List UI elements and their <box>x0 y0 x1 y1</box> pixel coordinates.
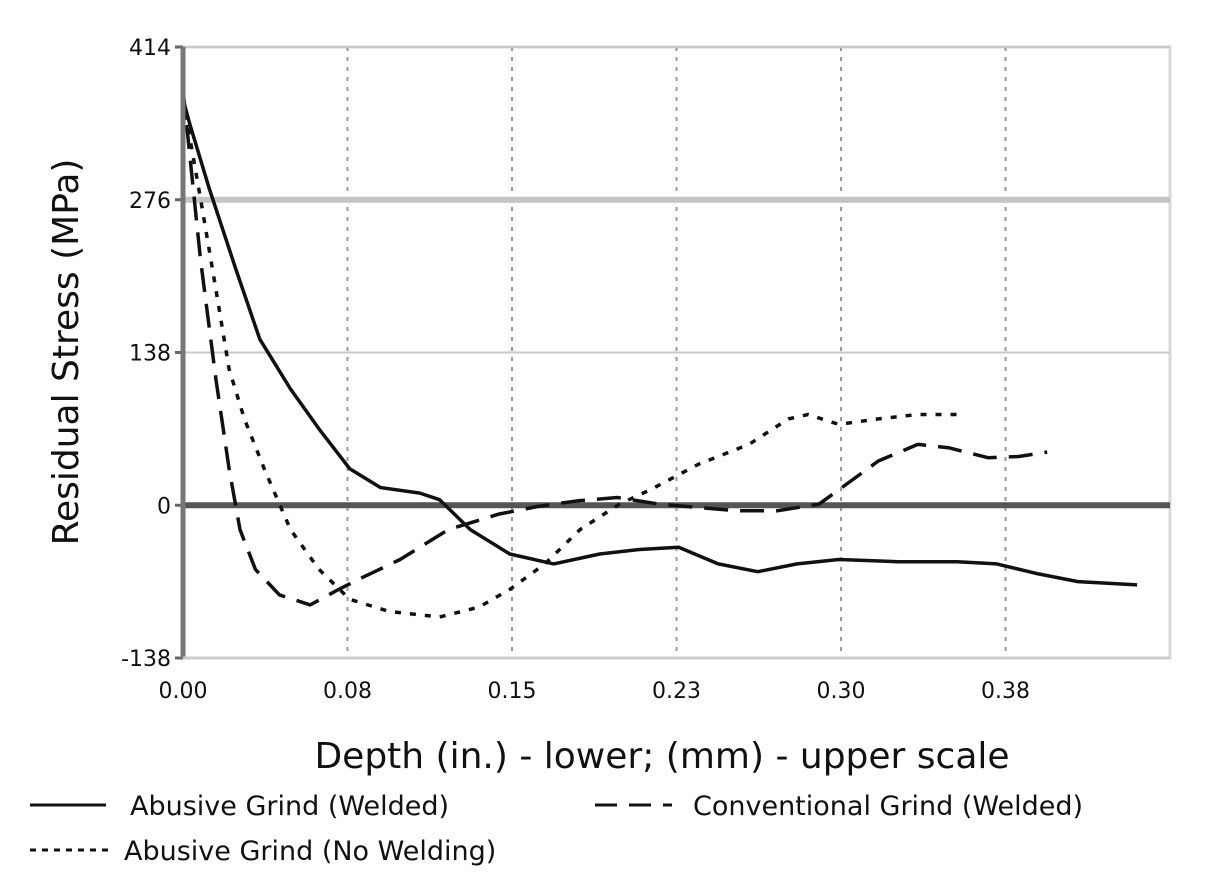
legend-label-2: Abusive Grind (No Welding) <box>124 836 496 867</box>
series-group <box>181 88 1138 619</box>
legend-label-0: Abusive Grind (Welded) <box>130 791 449 822</box>
y-axis-label: Residual Stress (MPa) <box>46 159 87 546</box>
x-tick-label: 0.23 <box>652 679 701 704</box>
x-tick-label: 0.00 <box>159 679 208 704</box>
legend: Abusive Grind (Welded) Conventional Grin… <box>30 791 1083 867</box>
x-tick-label: 0.15 <box>488 679 537 704</box>
y-tick-label: -138 <box>121 647 171 672</box>
x-axis-label: Depth (in.) - lower; (mm) - upper scale <box>314 736 1009 777</box>
y-tick-label: 276 <box>129 189 171 214</box>
x-tick-label: 0.08 <box>323 679 372 704</box>
series-line-2 <box>181 98 958 619</box>
legend-label-1: Conventional Grind (Welded) <box>693 791 1083 822</box>
series-line-1 <box>181 88 1048 607</box>
grid <box>181 45 1172 660</box>
y-tick-label: 138 <box>129 342 171 367</box>
y-tick-label: 0 <box>157 494 171 519</box>
axes: 0.00 0.08 0.15 0.23 0.30 0.38 414 276 138 0 -138 <box>121 36 1170 704</box>
x-tick-label: 0.38 <box>981 679 1030 704</box>
y-tick-label: 414 <box>129 36 171 61</box>
x-tick-label: 0.30 <box>817 679 866 704</box>
series-line-0 <box>181 98 1138 587</box>
